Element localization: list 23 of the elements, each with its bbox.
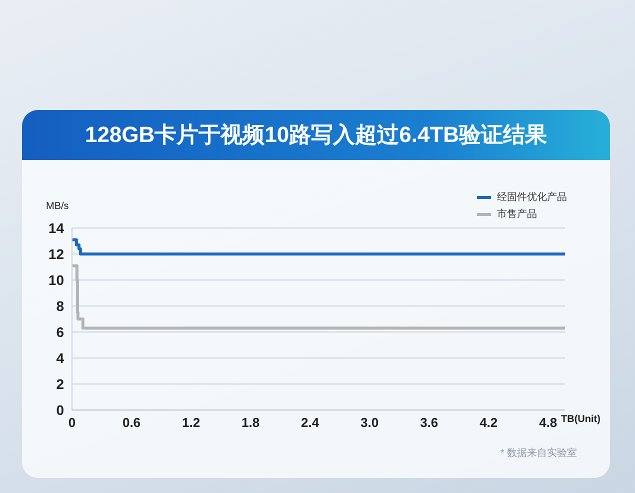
x-tick-label: 1.8 <box>242 415 260 430</box>
x-tick-label: 0 <box>68 415 76 430</box>
x-tick-label: 3.0 <box>360 415 379 430</box>
text: * 数据来自实验室 <box>500 446 577 460</box>
y-tick-label: 6 <box>56 324 64 340</box>
y-tick-label: 10 <box>48 272 64 288</box>
y-tick-label: 8 <box>56 298 64 314</box>
x-axis-title: TB(Unit) <box>561 414 600 425</box>
legend-label: 市售产品 <box>497 208 537 221</box>
x-tick-label: 3.6 <box>420 415 438 430</box>
x-tick-label: 1.2 <box>182 415 200 430</box>
y-tick-label: 14 <box>48 220 64 236</box>
y-tick-label: 2 <box>56 376 64 392</box>
y-axis-title: MB/s <box>46 201 69 212</box>
x-tick-label: 2.4 <box>301 415 320 430</box>
y-tick-label: 0 <box>56 402 64 418</box>
x-tick-label: 0.6 <box>122 415 141 430</box>
x-tick-label: 4.2 <box>480 415 498 430</box>
chart-title: 128GB卡片于视频10路写入超过6.4TB验证结果 <box>84 121 548 149</box>
legend-label: 经固件优化产品 <box>497 190 567 204</box>
y-tick-label: 12 <box>48 246 64 262</box>
x-tick-label: 4.8 <box>539 415 558 430</box>
y-tick-label: 4 <box>56 350 64 366</box>
